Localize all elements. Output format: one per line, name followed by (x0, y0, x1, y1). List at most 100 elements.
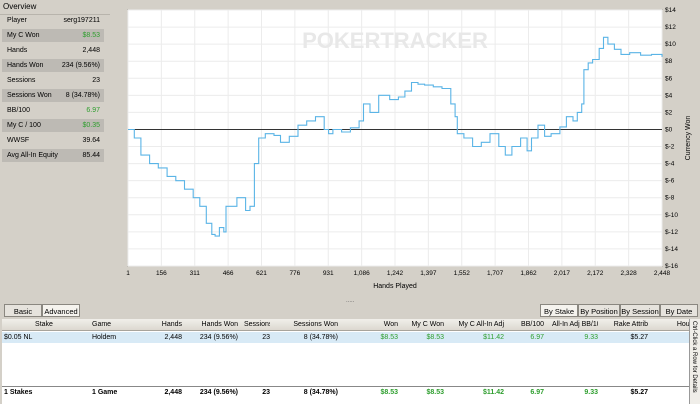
row-cell: $5.27 (630, 334, 648, 341)
total-cell: $5.27 (630, 389, 648, 396)
column-header-cell: Game (92, 321, 112, 328)
stat-row: My C Won $8.53 (2, 29, 104, 42)
x-tick-label: 2,017 (554, 270, 571, 277)
x-tick-label: 311 (190, 270, 201, 277)
stat-value: 2,448 (82, 47, 100, 54)
stat-value: serg197211 (63, 17, 100, 24)
total-cell: 234 (9.56%) (199, 389, 238, 396)
stat-value: 23 (92, 77, 100, 84)
column-header-cell: Won (383, 321, 398, 328)
chart-panel: POKERTRACKER 1 156 311 466 621 776 931 1,086 1,2… (112, 0, 700, 296)
x-tick-label: 621 (256, 270, 267, 277)
row-cell: Holdem (92, 334, 117, 341)
stat-label: Hands Won (7, 62, 44, 69)
stat-value: 39.64 (82, 137, 100, 144)
y-tick-label: $-10 (665, 212, 678, 219)
stat-label: Player (7, 17, 27, 24)
total-cell (656, 387, 692, 398)
column-header-cell: BB/100 (521, 321, 544, 328)
x-tick-label: 2,172 (587, 270, 604, 277)
stat-row: Hands Won 234 (9.56%) (2, 59, 104, 72)
winnings-line (128, 36, 663, 237)
y-tick-label: $8 (665, 58, 673, 65)
stat-value: $8.53 (82, 32, 100, 39)
row-cell (656, 332, 692, 343)
x-axis-label: Hands Played (373, 283, 417, 290)
x-tick-label: 1,552 (454, 270, 471, 277)
details-side-tab[interactable]: Ctrl-Click a Row for Details (689, 319, 700, 404)
row-cell: $0.05 NL (4, 334, 33, 341)
y-tick-label: $-14 (665, 246, 678, 253)
stat-row: WWSF 39.64 (2, 134, 104, 147)
stat-value: 234 (9.56%) (61, 62, 100, 69)
by-session-button[interactable]: By Session (620, 304, 660, 317)
stat-label: Sessions (7, 77, 36, 84)
y-tick-label: $-16 (665, 263, 678, 270)
y-tick-label: $0 (665, 126, 673, 133)
splitter-handle[interactable]: ..... (346, 298, 355, 304)
column-header-cell: Sessions (244, 321, 270, 328)
row-cell: 9.33 (584, 334, 598, 341)
x-tick-label: 466 (223, 270, 234, 277)
total-cell: 1 Stakes (4, 389, 33, 396)
total-cell: 23 (262, 389, 270, 396)
stat-row: Sessions 23 (2, 74, 104, 87)
y-tick-label: $2 (665, 109, 673, 116)
table-header: Stake Game Hands Hands Won Sessions Sessions … (2, 319, 700, 331)
stat-row: Player serg197211 (2, 14, 104, 27)
x-tick-label: 1,862 (520, 270, 537, 277)
stat-label: My C / 100 (7, 122, 41, 129)
row-cell: $8.53 (380, 334, 398, 341)
y-tick-label: $-12 (665, 229, 678, 236)
by-position-button[interactable]: By Position (578, 304, 620, 317)
total-cell: 2,448 (164, 389, 182, 396)
stat-label: Avg All-In Equity (7, 152, 58, 159)
x-tick-label: 1,707 (487, 270, 504, 277)
advanced-button[interactable]: Advanced (42, 304, 80, 317)
stat-label: Sessions Won (7, 92, 52, 99)
y-tick-label: $-6 (665, 178, 675, 185)
y-tick-label: $-4 (665, 161, 675, 168)
column-header-cell: Sessions Won (293, 321, 338, 328)
total-cell: 8 (34.78%) (303, 389, 338, 396)
by-stake-button[interactable]: By Stake (540, 304, 578, 317)
y-tick-label: $-8 (665, 195, 675, 202)
basic-button[interactable]: Basic (4, 304, 42, 317)
stat-value: 8 (34.78%) (65, 92, 100, 99)
total-cell: $11.42 (482, 389, 504, 396)
overview-title: Overview (0, 0, 110, 15)
row-cell: 234 (9.56%) (199, 334, 238, 341)
x-tick-label: 1,242 (387, 270, 404, 277)
watermark: POKERTRACKER (302, 28, 488, 53)
total-cell: 6.97 (530, 389, 544, 396)
row-cell: 6.97 (530, 334, 544, 341)
x-tick-label: 2,448 (654, 270, 671, 277)
row-cell: $8.53 (426, 334, 444, 341)
stat-row: Hands 2,448 (2, 44, 104, 57)
total-cell: 1 Game (92, 389, 118, 396)
y-tick-label: $6 (665, 75, 673, 82)
table-row[interactable]: $0.05 NL Holdem 2,448 234 (9.56%) 23 8 (34.78… (2, 332, 700, 343)
column-header-cell: Hands Won (201, 321, 238, 328)
stat-row: My C / 100 $0.35 (2, 119, 104, 132)
y-axis-label: Currency Won (685, 116, 692, 161)
x-tick-label: 776 (289, 270, 300, 277)
stat-row: Avg All-In Equity 85.44 (2, 149, 104, 162)
side-tab-label: Ctrl-Click a Row for Details (691, 321, 697, 393)
y-tick-label: $4 (665, 92, 673, 99)
x-tick-label: 931 (323, 270, 334, 277)
total-cell: 9.33 (584, 389, 598, 396)
y-tick-label: $14 (665, 7, 676, 14)
by-date-button[interactable]: By Date (660, 304, 698, 317)
stat-label: WWSF (7, 137, 30, 144)
y-tick-label: $10 (665, 41, 676, 48)
stat-label: BB/100 (7, 107, 30, 114)
stat-value: $0.35 (82, 122, 100, 129)
stat-row: BB/100 6.97 (2, 104, 104, 117)
overview-panel: Overview Player serg197211 My C Won $8.53 Ha… (0, 0, 110, 300)
column-header-cell: My C All-In Adj (458, 321, 504, 328)
x-tick-label: 2,328 (620, 270, 637, 277)
x-tick-label: 1 (126, 270, 130, 277)
stats-table: Stake Game Hands Hands Won Sessions Sessions … (2, 319, 700, 404)
total-cell: $8.53 (380, 389, 398, 396)
